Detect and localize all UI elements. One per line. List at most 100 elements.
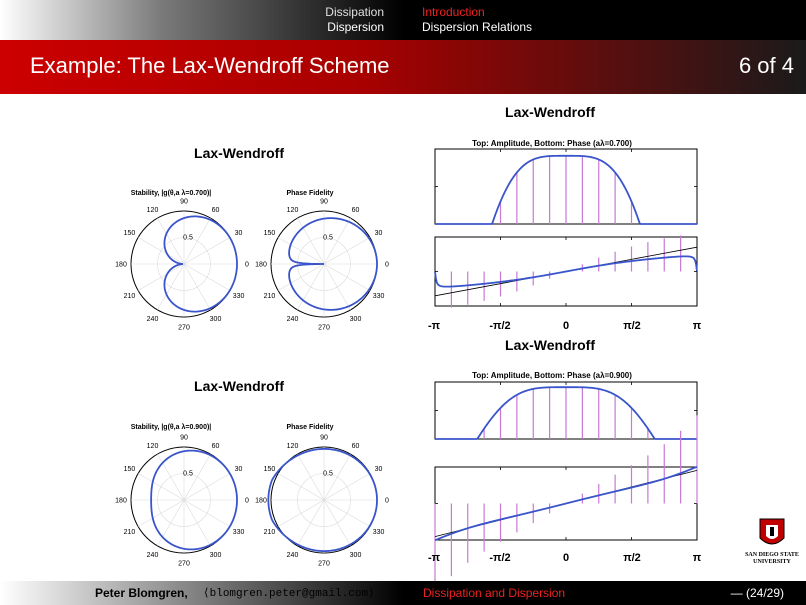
xtick-2: -π/2: [489, 552, 510, 564]
polar-curve-series: [163, 215, 238, 313]
polar-angle-label: 330: [233, 529, 245, 536]
footer-author: Peter Blomgren,: [95, 586, 188, 600]
phase-label-1: Phase Fidelity: [286, 190, 333, 197]
polar-angle-label: 180: [255, 262, 267, 269]
polar-radius-label: 0.5: [183, 471, 193, 478]
phase-series: [434, 255, 698, 288]
polar-angle-label: 120: [287, 207, 299, 214]
amp-title-1: Lax-Wendroff: [505, 104, 595, 120]
polar-angle-label: 210: [124, 529, 136, 536]
amplitude-series: [435, 386, 697, 440]
polar-radius-label: 0.5: [323, 235, 333, 242]
polar-angle-label: 150: [124, 466, 136, 473]
xtick-5: π: [693, 320, 702, 332]
polar-angle-label: 60: [352, 207, 360, 214]
polar-angle-label: 0: [385, 262, 389, 269]
nav-subsection-dispersion[interactable]: Dispersion: [327, 20, 384, 34]
polar-title-1: Lax-Wendroff: [194, 145, 284, 161]
polar-angle-label: 90: [320, 199, 328, 206]
polar-angle-label: 330: [373, 529, 385, 536]
nav-subsection-dispersion-relations[interactable]: Dispersion Relations: [422, 20, 533, 34]
polar-angle-label: 270: [178, 325, 190, 332]
polar-angle-label: 330: [233, 293, 245, 300]
polar-angle-label: 300: [210, 316, 222, 323]
polar-angle-label: 60: [352, 443, 360, 450]
polar-angle-label: 150: [264, 230, 276, 237]
xtick-5: π: [693, 552, 702, 564]
polar-angle-label: 90: [180, 435, 188, 442]
slide-title: Example: The Lax-Wendroff Scheme: [30, 53, 390, 78]
polar-spoke: [137, 237, 231, 291]
nav-section-dissipation[interactable]: Dissipation: [325, 5, 384, 19]
stability-label-2: Stability, |g(θ,a λ=0.900)|: [131, 423, 212, 431]
title-bar: [0, 40, 806, 94]
polar-angle-label: 180: [255, 498, 267, 505]
xtick-3: 0: [563, 320, 569, 332]
polar-angle-label: 60: [212, 207, 220, 214]
footer-right-panel: [403, 581, 806, 605]
polar-angle-label: 0: [245, 498, 249, 505]
polar-angle-label: 330: [373, 293, 385, 300]
nav-right-panel: [403, 0, 806, 40]
polar-angle-label: 300: [350, 552, 362, 559]
polar-plot-1: 0 30 60 90 120 150 180 210 240 270 300 330 0.5: [115, 199, 249, 332]
polar-plots: 03060901201501802102402703003300.5030609…: [115, 199, 389, 568]
nav-left-panel: [0, 0, 403, 40]
logo-line-2: University: [753, 559, 791, 565]
polar-angle-label: 270: [318, 325, 330, 332]
navigation-bar: Dissipation Dispersion Introduction Disp…: [0, 0, 806, 40]
xtick-4: π/2: [623, 320, 641, 332]
polar-angle-label: 240: [147, 316, 159, 323]
polar-title-2: Lax-Wendroff: [194, 378, 284, 394]
polar-plot-2: 0 30 60 90 120 150 180 210 240 270 300 330 0.5: [255, 199, 389, 332]
polar-angle-label: 240: [287, 316, 299, 323]
polar-angle-label: 300: [350, 316, 362, 323]
polar-plot-4: 0 30 60 90 120 150 180 210 240 270 300 330 0.5: [255, 435, 389, 568]
polar-curve-series: [288, 217, 378, 311]
logo-mark-icon: [770, 527, 774, 536]
footer-left-panel: [0, 581, 403, 605]
polar-angle-label: 90: [320, 435, 328, 442]
polar-angle-label: 150: [124, 230, 136, 237]
stability-label-1: Stability, |g(θ,a λ=0.700)|: [131, 189, 212, 197]
polar-radius-label: 0.5: [323, 471, 333, 478]
polar-angle-label: 30: [375, 466, 383, 473]
polar-angle-label: 90: [180, 199, 188, 206]
polar-angle-label: 240: [147, 552, 159, 559]
amp-subtitle-2: Top: Amplitude, Bottom: Phase (aλ=0.900): [472, 371, 632, 380]
polar-spoke: [277, 473, 371, 527]
polar-angle-label: 30: [235, 466, 243, 473]
polar-angle-label: 210: [124, 293, 136, 300]
polar-angle-label: 270: [178, 561, 190, 568]
polar-curve-series: [150, 449, 238, 551]
polar-angle-label: 0: [385, 498, 389, 505]
polar-angle-label: 30: [375, 230, 383, 237]
amp-title-2: Lax-Wendroff: [505, 337, 595, 353]
polar-angle-label: 240: [287, 552, 299, 559]
xtick-3: 0: [563, 552, 569, 564]
polar-radius-label: 0.5: [183, 235, 193, 242]
amp-subtitle-1: Top: Amplitude, Bottom: Phase (aλ=0.700): [472, 139, 632, 148]
xtick-2: -π/2: [489, 320, 510, 332]
footer-email: ⟨blomgren.peter@gmail.com⟩: [203, 588, 375, 600]
amplitude-series: [435, 154, 697, 225]
xtick-4: π/2: [623, 552, 641, 564]
slide-number: 6 of 4: [738, 53, 794, 78]
polar-angle-label: 210: [264, 529, 276, 536]
polar-curve-series: [267, 448, 378, 552]
footer-page-number: — (24/29): [730, 586, 784, 600]
polar-angle-label: 120: [147, 207, 159, 214]
sdsu-logo: San Diego State University: [745, 518, 799, 565]
nav-section-introduction[interactable]: Introduction: [422, 5, 485, 19]
polar-angle-label: 60: [212, 443, 220, 450]
polar-angle-label: 120: [147, 443, 159, 450]
footer-talk-title: Dissipation and Dispersion: [423, 586, 566, 600]
xtick-1: -π: [428, 320, 441, 332]
phase-label-2: Phase Fidelity: [286, 424, 333, 431]
polar-plot-3: 0 30 60 90 120 150 180 210 240 270 300 330 0.5: [115, 435, 249, 568]
polar-angle-label: 150: [264, 466, 276, 473]
figure-area: 03060901201501802102402703003300.5030609…: [115, 104, 799, 581]
xtick-1: -π: [428, 552, 441, 564]
polar-angle-label: 270: [318, 561, 330, 568]
polar-angle-label: 180: [115, 498, 127, 505]
